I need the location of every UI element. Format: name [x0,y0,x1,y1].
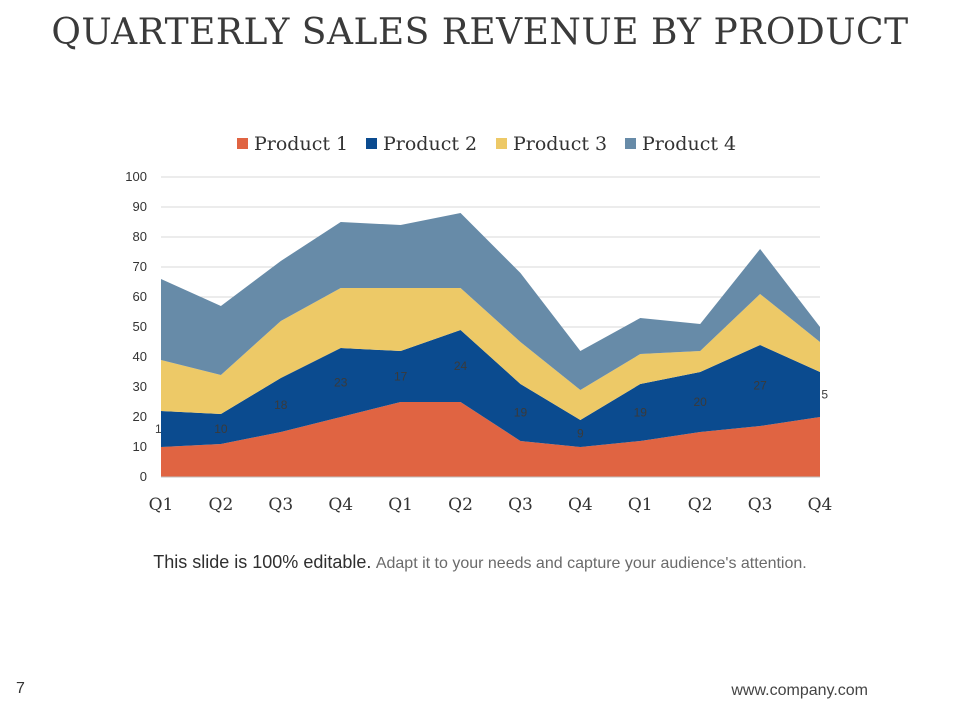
data-label: 20 [694,395,708,409]
website-url: www.company.com [731,682,868,699]
area-series-4 [161,213,820,390]
x-axis: Q1 Q2 Q3 Q4 Q1 Q2 Q3 Q4 Q1 Q2 Q3 Q4 [149,476,833,515]
data-label: 27 [753,379,767,393]
y-tick-label: 70 [133,259,147,274]
data-label: 10 [214,422,228,436]
legend-item-2: Product 2 [366,133,477,155]
data-label: 23 [334,376,348,390]
data-label: 18 [274,398,288,412]
legend-item-3: Product 3 [496,133,607,155]
legend-label: Product 2 [383,133,477,155]
y-tick-label: 0 [140,469,147,484]
x-tick-label: Q3 [268,495,293,515]
chart-areas [161,213,820,477]
y-tick-label: 10 [133,439,147,454]
legend-swatch [496,138,507,149]
y-tick-label: 30 [133,379,147,394]
x-tick-label: Q1 [388,495,413,515]
legend-swatch [366,138,377,149]
x-tick-label: Q4 [808,495,833,515]
data-label: 19 [514,406,528,420]
data-label: 24 [454,359,468,373]
page-number: 7 [16,680,25,697]
legend-item-1: Product 1 [237,133,348,155]
x-tick-label: Q2 [688,495,713,515]
area-series-1 [161,402,820,477]
x-tick-label: Q3 [748,495,773,515]
data-label: 17 [394,370,408,384]
legend-item-4: Product 4 [625,133,736,155]
data-label: 5 [821,388,828,402]
chart-legend: Product 1 Product 2 Product 3 Product 4 [237,133,736,155]
caption-rest: Adapt it to your needs and capture your … [375,555,807,572]
y-tick-label: 20 [133,409,147,424]
y-tick-label: 80 [133,229,147,244]
y-tick-label: 100 [125,169,147,184]
y-tick-label: 90 [133,199,147,214]
caption-lead: This slide is 100% editable. [153,552,372,572]
stacked-area-chart: Product 1 Product 2 Product 3 Product 4 Q1 Q… [125,133,833,515]
legend-swatch [625,138,636,149]
data-labels: 1 10 18 23 17 24 19 9 19 20 27 5 [155,359,828,441]
y-tick-label: 40 [133,349,147,364]
x-tick-label: Q4 [568,495,593,515]
x-tick-label: Q2 [448,495,473,515]
y-tick-label: 60 [133,289,147,304]
legend-label: Product 1 [254,133,348,155]
data-label: 19 [634,406,648,420]
x-tick-label: Q2 [209,495,234,515]
slide-caption: This slide is 100% editable. Adapt it to… [120,551,840,575]
legend-swatch [237,138,248,149]
slide-title: QUARTERLY SALES REVENUE BY PRODUCT [51,12,909,53]
data-label: 1 [155,422,162,436]
x-tick-label: Q4 [328,495,353,515]
y-axis: 0 10 20 30 40 50 60 70 80 90 100 [125,169,147,484]
x-tick-label: Q1 [149,495,174,515]
data-label: 9 [577,427,584,441]
legend-label: Product 4 [642,133,736,155]
x-tick-label: Q1 [628,495,653,515]
area-series-3 [161,288,820,420]
x-tick-label: Q3 [508,495,533,515]
legend-label: Product 3 [513,133,607,155]
area-series-2 [161,330,820,447]
y-tick-label: 50 [133,319,147,334]
